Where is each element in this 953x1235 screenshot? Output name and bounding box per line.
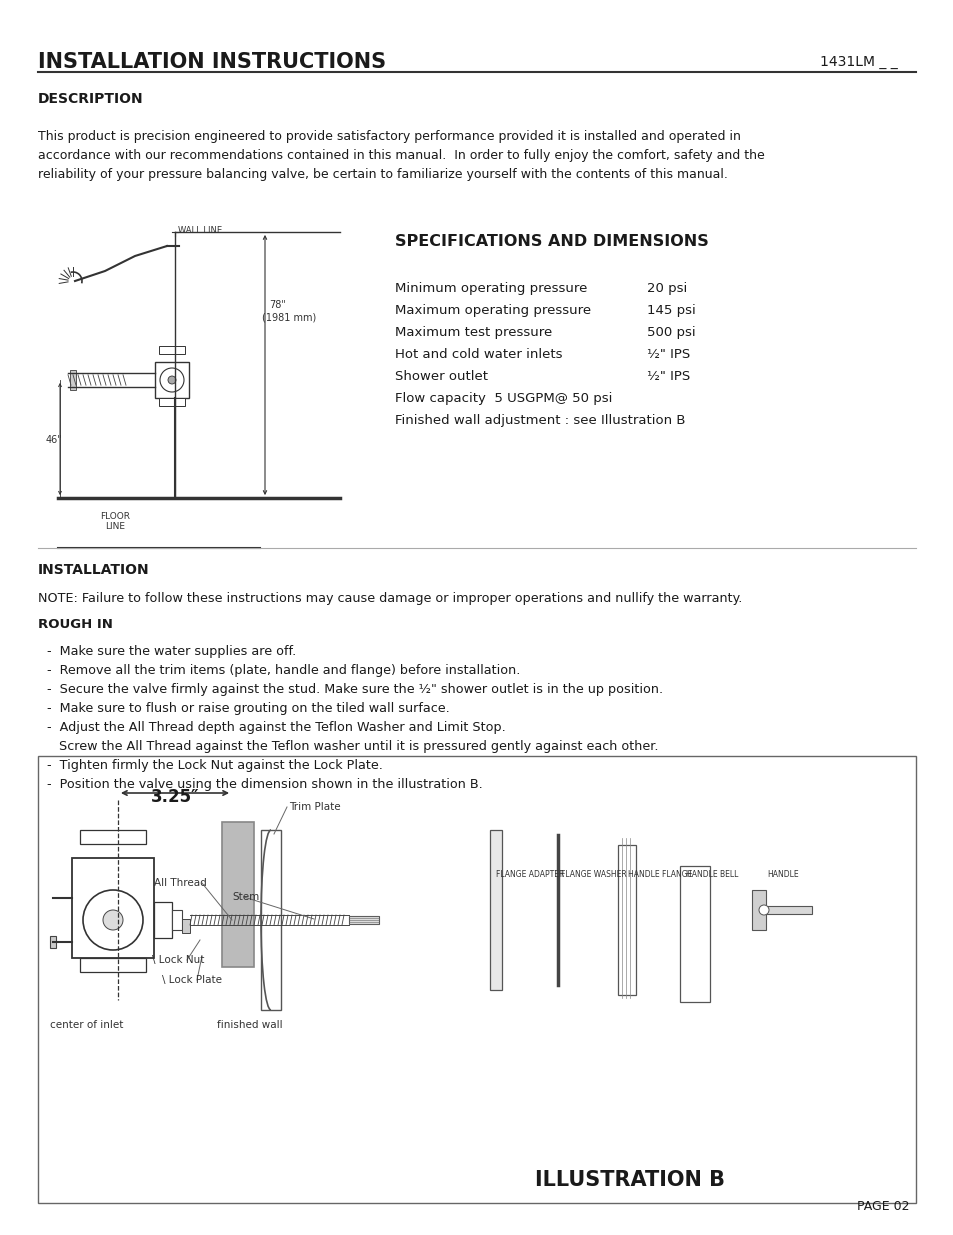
Text: 500 psi: 500 psi <box>646 326 695 338</box>
Text: Flow capacity  5 USGPM@ 50 psi: Flow capacity 5 USGPM@ 50 psi <box>395 391 612 405</box>
Text: INSTALLATION INSTRUCTIONS: INSTALLATION INSTRUCTIONS <box>38 52 386 72</box>
Text: Maximum test pressure: Maximum test pressure <box>395 326 552 338</box>
Text: -  Remove all the trim items (plate, handle and flange) before installation.: - Remove all the trim items (plate, hand… <box>47 664 519 677</box>
Text: -  Position the valve using the dimension shown in the illustration B.: - Position the valve using the dimension… <box>47 778 482 790</box>
Text: HANDLE BELL: HANDLE BELL <box>685 869 738 879</box>
Text: Shower outlet: Shower outlet <box>395 370 488 383</box>
Bar <box>50 936 56 948</box>
Bar <box>80 958 146 972</box>
Text: -  Secure the valve firmly against the stud. Make sure the ½" shower outlet is i: - Secure the valve firmly against the st… <box>47 683 662 697</box>
Text: (1981 mm): (1981 mm) <box>262 312 315 322</box>
Circle shape <box>83 890 143 950</box>
Text: ILLUSTRATION B: ILLUSTRATION B <box>535 1170 724 1191</box>
Bar <box>71 858 153 958</box>
Text: HANDLE: HANDLE <box>766 869 798 879</box>
Text: NOTE: Failure to follow these instructions may cause damage or improper operatio: NOTE: Failure to follow these instructio… <box>38 592 741 605</box>
Text: finished wall: finished wall <box>216 1020 282 1030</box>
Circle shape <box>168 375 175 384</box>
Bar <box>222 823 253 967</box>
Text: ROUGH IN: ROUGH IN <box>38 618 112 631</box>
Text: 78": 78" <box>269 300 286 310</box>
Bar <box>172 910 182 930</box>
Text: \ Lock Plate: \ Lock Plate <box>162 974 222 986</box>
Text: -  Adjust the All Thread depth against the Teflon Washer and Limit Stop.: - Adjust the All Thread depth against th… <box>47 721 505 734</box>
Bar <box>490 830 501 990</box>
Bar <box>80 830 146 844</box>
Text: Trim Plate: Trim Plate <box>289 802 340 811</box>
Text: DESCRIPTION: DESCRIPTION <box>38 91 144 106</box>
Text: SPECIFICATIONS AND DIMENSIONS: SPECIFICATIONS AND DIMENSIONS <box>395 233 708 249</box>
Text: ½" IPS: ½" IPS <box>646 348 690 361</box>
Text: This product is precision engineered to provide satisfactory performance provide: This product is precision engineered to … <box>38 130 764 182</box>
Text: \ Lock Nut: \ Lock Nut <box>152 955 204 965</box>
Text: -  Make sure the water supplies are off.: - Make sure the water supplies are off. <box>47 645 296 658</box>
Bar <box>38 756 915 1203</box>
Text: INSTALLATION: INSTALLATION <box>38 563 150 577</box>
Text: FLOOR: FLOOR <box>100 513 130 521</box>
Text: 46": 46" <box>46 435 63 445</box>
Circle shape <box>103 910 123 930</box>
Text: WALL LINE: WALL LINE <box>178 226 222 235</box>
Bar <box>154 362 189 398</box>
Bar <box>261 830 281 1010</box>
Bar <box>751 890 765 930</box>
Text: FLANGE ADAPTER: FLANGE ADAPTER <box>496 869 564 879</box>
Bar <box>159 398 185 406</box>
Text: Finished wall adjustment : see Illustration B: Finished wall adjustment : see Illustrat… <box>395 414 685 427</box>
Bar <box>761 906 811 914</box>
Bar <box>159 346 185 354</box>
Text: LINE: LINE <box>105 522 125 531</box>
Text: FLANGE WASHER: FLANGE WASHER <box>560 869 626 879</box>
Text: 1431LM _ _: 1431LM _ _ <box>820 56 897 69</box>
Text: Hot and cold water inlets: Hot and cold water inlets <box>395 348 562 361</box>
Bar <box>153 902 172 939</box>
Circle shape <box>160 368 184 391</box>
Text: Maximum operating pressure: Maximum operating pressure <box>395 304 591 317</box>
Text: center of inlet: center of inlet <box>50 1020 123 1030</box>
Circle shape <box>759 905 768 915</box>
Text: PAGE 02: PAGE 02 <box>857 1200 909 1213</box>
Bar <box>349 916 378 924</box>
Text: Minimum operating pressure: Minimum operating pressure <box>395 282 587 295</box>
Text: ½" IPS: ½" IPS <box>646 370 690 383</box>
Text: Screw the All Thread against the Teflon washer until it is pressured gently agai: Screw the All Thread against the Teflon … <box>47 740 658 753</box>
Text: All Thread: All Thread <box>153 878 207 888</box>
Bar <box>618 845 636 995</box>
Text: -  Make sure to flush or raise grouting on the tiled wall surface.: - Make sure to flush or raise grouting o… <box>47 701 449 715</box>
Bar <box>70 369 76 390</box>
Text: 20 psi: 20 psi <box>646 282 686 295</box>
Text: 145 psi: 145 psi <box>646 304 695 317</box>
Text: HANDLE FLANGE: HANDLE FLANGE <box>627 869 692 879</box>
Text: -  Tighten firmly the Lock Nut against the Lock Plate.: - Tighten firmly the Lock Nut against th… <box>47 760 382 772</box>
Bar <box>182 919 190 932</box>
Bar <box>679 866 709 1002</box>
Text: 3.25″: 3.25″ <box>151 788 199 806</box>
Text: Stem: Stem <box>232 892 259 902</box>
